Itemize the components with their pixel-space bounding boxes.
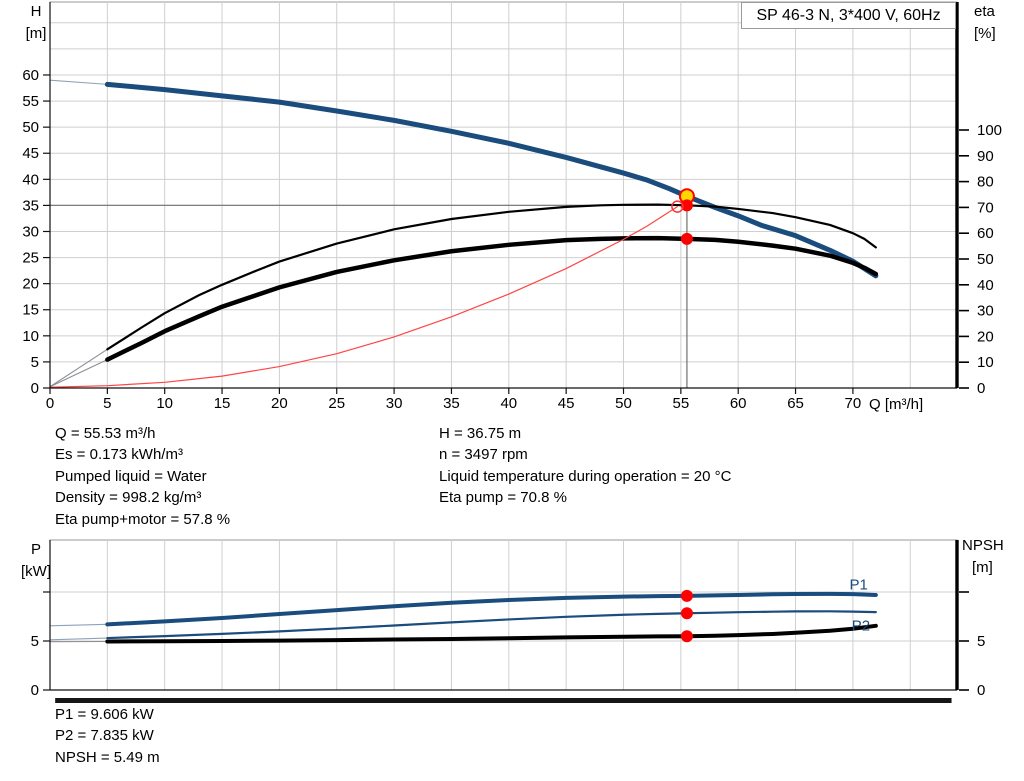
p-axis-unit-label: [kW] — [21, 563, 51, 580]
pump-title-box: SP 46-3 N, 3*400 V, 60Hz — [741, 2, 956, 29]
y-left-tick-label: 15 — [22, 302, 39, 319]
p2-curve-label: P2 — [852, 618, 870, 635]
eta-pump-curve — [106, 203, 877, 351]
density-value: Density = 998.2 kg/m³ — [55, 489, 202, 506]
y-left-tick-label: 10 — [22, 328, 39, 345]
y-left-tick-label: 0 — [31, 380, 39, 397]
duty-h-value: H = 36.75 m — [439, 425, 522, 442]
y-left-tick-label: 30 — [22, 223, 39, 240]
duty-point-p1-marker — [680, 589, 693, 602]
y-left-tick-label: 60 — [22, 67, 39, 84]
h-curve — [104, 81, 879, 279]
plot-frame — [49, 539, 958, 691]
p1-curve-lead — [49, 623, 108, 627]
duty-point-eta-pump-marker — [680, 199, 693, 212]
x-tick-label: 15 — [214, 395, 231, 412]
q-axis-label: Q [m³/h] — [869, 396, 924, 413]
y-left-tick-label: 5 — [31, 633, 39, 650]
p1-curve-label: P1 — [849, 577, 867, 594]
hq-eta-chart: 0 5 10 15 20 25 30 35 40 45 50 55 60 65 70 0 5 10 15 20 25 30… — [22, 1, 1002, 412]
npsh-value: NPSH = 5.49 m — [55, 749, 160, 766]
x-tick-label: 50 — [615, 395, 632, 412]
y-right-tick-label: 0 — [977, 380, 985, 397]
x-tick-label: 20 — [271, 395, 288, 412]
x-tick-label: 45 — [558, 395, 575, 412]
y-right-tick-label: 60 — [977, 225, 994, 242]
x-tick-label: 40 — [500, 395, 517, 412]
x-tick-label: 70 — [845, 395, 862, 412]
y-left-tick-label: 50 — [22, 119, 39, 136]
x-tick-label: 5 — [103, 395, 111, 412]
eta-pump-motor-curve — [105, 235, 879, 362]
p-npsh-chart: 0 5 0 5 P1 P2 — [31, 539, 985, 703]
p2-value: P2 = 7.835 kW — [55, 727, 154, 744]
y-left-tick-label: 35 — [22, 197, 39, 214]
y-right-tick-label: 70 — [977, 199, 994, 216]
duty-point-eta-total-marker — [680, 232, 693, 245]
npsh-axis-unit-label: [m] — [972, 559, 993, 576]
y-right-tick-label: 40 — [977, 277, 994, 294]
h-axis-unit-label: [m] — [25, 25, 47, 42]
npsh-curve — [105, 623, 878, 644]
x-tick-label: 10 — [156, 395, 173, 412]
x-tick-label: 55 — [673, 395, 690, 412]
y-left-tick-label: 0 — [31, 682, 39, 699]
y-right-tick-label: 5 — [977, 633, 985, 650]
eta-axis-unit-label: [%] — [974, 25, 996, 42]
es-end-ring-marker — [671, 200, 684, 213]
x-tick-label: 0 — [46, 395, 54, 412]
p2-curve-lead — [49, 637, 108, 641]
eta-total-value: Eta pump+motor = 57.8 % — [55, 511, 231, 528]
y-right-tick-label: 30 — [977, 303, 994, 320]
liquid-temp-value: Liquid temperature during operation = 20… — [439, 468, 732, 485]
q-range-bar — [55, 698, 952, 703]
y-right-tick-label: 20 — [977, 328, 994, 345]
x-tick-label: 35 — [443, 395, 460, 412]
duty-point-p2-marker — [680, 607, 693, 620]
y-right-tick-label: 10 — [977, 354, 994, 371]
duty-point-npsh-marker — [680, 630, 693, 643]
x-tick-label: 25 — [328, 395, 345, 412]
y-right-tick-label: 0 — [977, 682, 985, 699]
npsh-axis-label: NPSH — [962, 537, 1004, 554]
p1-curve — [105, 591, 878, 627]
h-curve-lead — [49, 79, 108, 85]
y-right-tick-label: 90 — [977, 148, 994, 165]
duty-q-value: Q = 55.53 m³/h — [55, 425, 156, 442]
y-left-tick-label: 40 — [22, 171, 39, 188]
es-curve — [49, 206, 679, 388]
x-tick-label: 60 — [730, 395, 747, 412]
y-left-tick-label: 20 — [22, 276, 39, 293]
x-tick-label: 65 — [787, 395, 804, 412]
y-right-tick-label: 50 — [977, 251, 994, 268]
y-right-tick-label: 100 — [977, 122, 1002, 139]
y-left-tick-label: 25 — [22, 250, 39, 267]
x-tick-label: 30 — [386, 395, 403, 412]
duty-es-value: Es = 0.173 kWh/m³ — [55, 446, 183, 463]
p-axis-label: P — [30, 541, 41, 558]
y-left-tick-label: 45 — [22, 145, 39, 162]
eta-pump-curve-lead — [49, 348, 108, 388]
plot-frame — [49, 1, 958, 389]
eta-axis-label: eta — [974, 3, 995, 20]
y-right-tick-label: 80 — [977, 174, 994, 191]
p1-value: P1 = 9.606 kW — [55, 706, 154, 723]
p2-curve — [106, 610, 877, 640]
pump-title: SP 46-3 N, 3*400 V, 60Hz — [756, 7, 941, 24]
eta-pump-value: Eta pump = 70.8 % — [439, 489, 567, 506]
h-axis-label: H — [30, 3, 42, 20]
y-left-tick-label: 5 — [31, 354, 39, 371]
pumped-liquid-value: Pumped liquid = Water — [55, 468, 207, 485]
y-left-tick-label: 55 — [22, 93, 39, 110]
speed-value: n = 3497 rpm — [439, 446, 528, 463]
eta-pump-motor-curve-lead — [49, 359, 108, 388]
